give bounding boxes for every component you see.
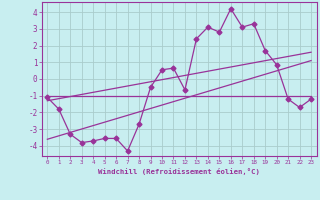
X-axis label: Windchill (Refroidissement éolien,°C): Windchill (Refroidissement éolien,°C): [98, 168, 260, 175]
